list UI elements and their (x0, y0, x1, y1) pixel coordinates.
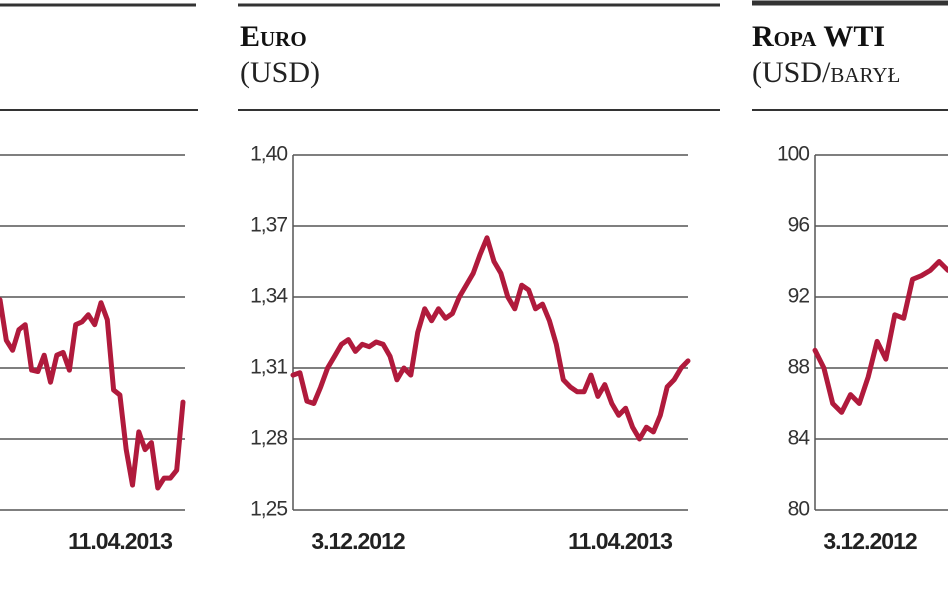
y-tick-label: 1,31 (250, 356, 287, 379)
y-tick-label: 96 (788, 214, 810, 237)
y-tick-label: 100 (777, 143, 809, 166)
rules (0, 0, 948, 111)
y-tick-label: 1,37 (250, 214, 287, 237)
x-tick-label: 11.04.2013 (568, 528, 672, 554)
data-line (0, 297, 186, 491)
y-tick-label: 1,34 (250, 285, 288, 308)
data-line (812, 259, 948, 415)
data-line (290, 235, 691, 442)
y-tick-label: 92 (788, 285, 810, 308)
x-tick-label: 11.04.2013 (68, 528, 172, 554)
chart-title: Euro (240, 20, 307, 53)
y-tick-label: 88 (788, 356, 810, 379)
y-tick-label: 1,28 (250, 427, 287, 450)
y-tick-label: 84 (788, 427, 811, 450)
y-tick-label: 1,25 (250, 498, 287, 521)
x-tick-label: 3.12.2012 (823, 528, 917, 554)
x-tick-label: 3.12.2012 (311, 528, 405, 554)
chart-title: Ropa WTI (752, 20, 885, 53)
y-tick-label: 1,40 (250, 143, 287, 166)
chart-subtitle: (USD/barył (752, 56, 900, 89)
chart-subtitle: (USD) (240, 56, 320, 89)
y-tick-label: 80 (788, 498, 810, 521)
